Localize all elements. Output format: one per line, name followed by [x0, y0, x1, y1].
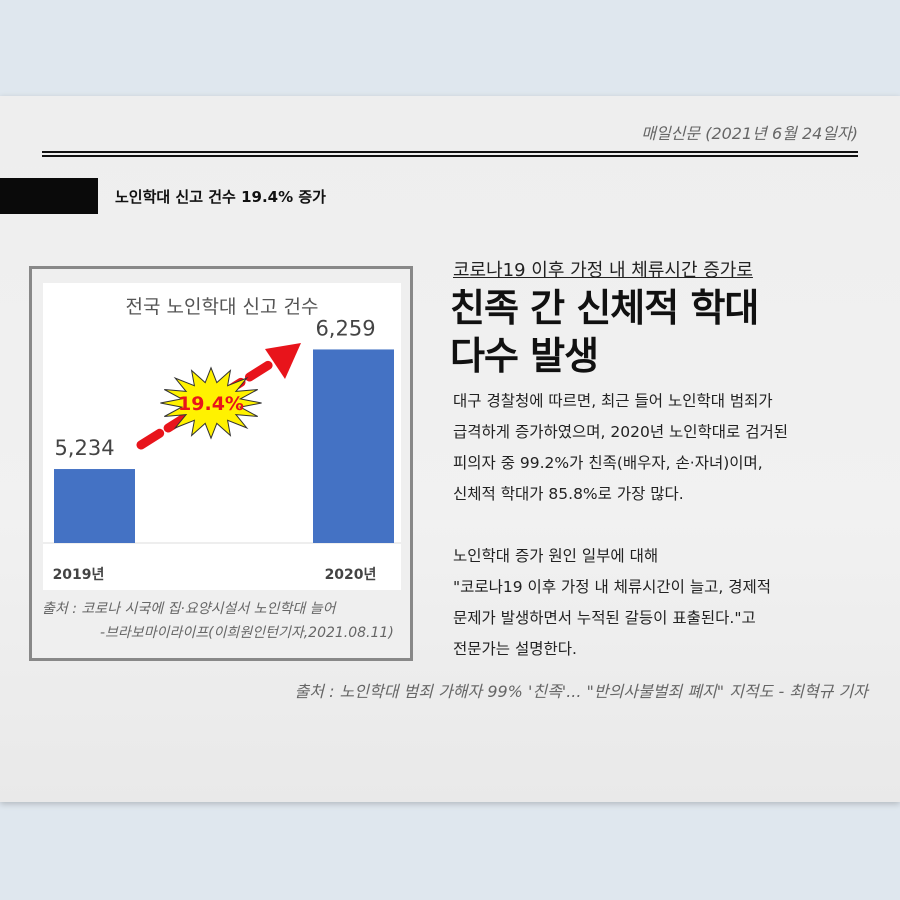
body-line: 피의자 중 99.2%가 친족(배우자, 손·자녀)이며, — [453, 454, 763, 472]
body-line: 대구 경찰청에 따르면, 최근 들어 노인학대 범죄가 — [453, 392, 773, 410]
data-label: 6,259 — [315, 316, 375, 340]
data-label: 5,234 — [54, 436, 114, 460]
headline-line2: 다수 발생 — [450, 334, 599, 378]
body-line: 신체적 학대가 85.8%로 가장 많다. — [453, 485, 684, 503]
article-subhead: 코로나19 이후 가정 내 체류시간 증가로 — [453, 260, 753, 281]
tick-label: 2020년 — [325, 567, 377, 583]
chart-source-line2: -브라보마이라이프(이희원인턴기자,2021.08.11) — [100, 625, 394, 641]
body-line: 전문가는 설명한다. — [453, 640, 577, 658]
starburst-badge — [160, 366, 262, 440]
body-line: 노인학대 증가 원인 일부에 대해 — [453, 547, 659, 565]
tick-label: 2019년 — [53, 567, 105, 583]
body-line: 문제가 발생하면서 누적된 갈등이 표출된다."고 — [453, 609, 756, 627]
chart-title: 전국 노인학대 신고 건수 — [126, 296, 319, 318]
article-citation: 출처 : 노인학대 범죄 가해자 99% '친족'... "반의사불벌죄 폐지"… — [294, 682, 868, 701]
section-title: 노인학대 신고 건수 19.4% 증가 — [115, 188, 326, 206]
chart-source-line1: 출처 : 코로나 시국에 집·요양시설서 노인학대 늘어 — [42, 601, 336, 617]
growth-annotation: 19.4% — [178, 393, 244, 415]
header-divider — [42, 151, 858, 157]
headline-line1: 친족 간 신체적 학대 — [450, 286, 759, 330]
article-body: 대구 경찰청에 따르면, 최근 들어 노인학대 범죄가 급격하게 증가하였으며,… — [453, 386, 788, 665]
bar-2020년 — [313, 349, 394, 543]
growth-arrow-head — [265, 343, 301, 379]
chart-frame: 전국 노인학대 신고 건수 5,234 2019년 6,259 2020년 19.4% … — [29, 266, 413, 661]
body-line: "코로나19 이후 가정 내 체류시간이 늘고, 경제적 — [453, 578, 772, 596]
section-marker — [0, 178, 98, 214]
body-line: 급격하게 증가하였으며, 2020년 노인학대로 검거된 — [453, 423, 789, 441]
chart-source: 출처 : 코로나 시국에 집·요양시설서 노인학대 늘어 -브라보마이라이프(이… — [42, 597, 394, 645]
newspaper-date: 매일신문 (2021년 6월 24일자) — [641, 124, 858, 143]
bar-chart: 전국 노인학대 신고 건수 5,234 2019년 6,259 2020년 19.4% — [43, 283, 401, 590]
article-headline: 친족 간 신체적 학대 다수 발생 — [450, 284, 759, 380]
bar-2019년 — [54, 469, 135, 543]
